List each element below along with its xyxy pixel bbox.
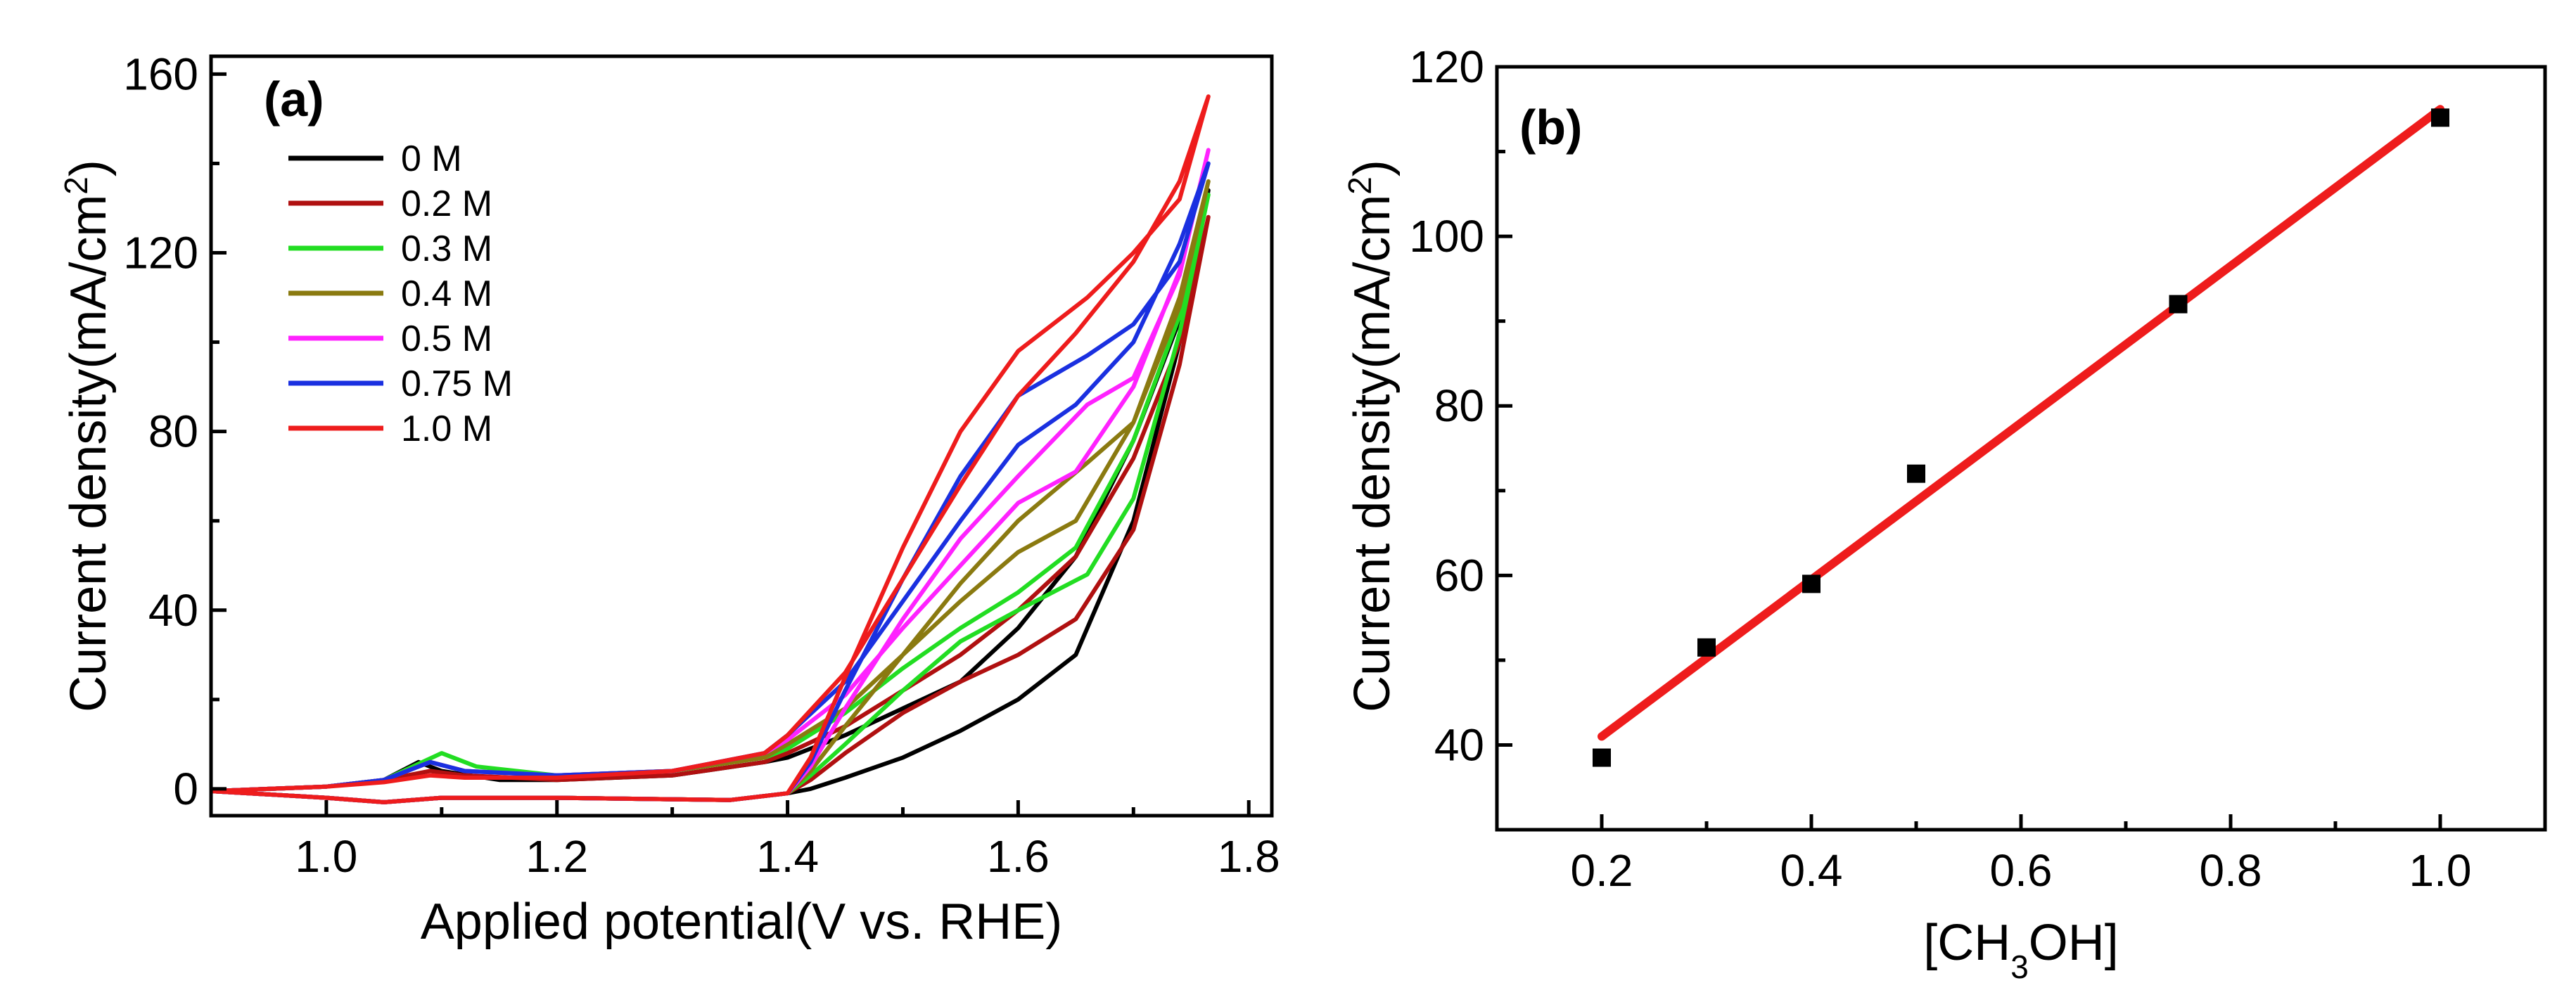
panel-a-x-tick-label: 1.8 bbox=[1218, 831, 1280, 882]
panel-a-plot-frame bbox=[209, 54, 1274, 818]
data-point bbox=[2169, 295, 2188, 314]
panel-b-y-tick-label: 80 bbox=[1434, 380, 1484, 431]
legend-label-0-4-m: 0.4 M bbox=[401, 274, 492, 314]
panel-a-ticks: 1.0 1.2 1.4 1.6 1.8 0 40 80 120 160 bbox=[123, 49, 1280, 882]
panel-a-series-group bbox=[210, 94, 1211, 804]
panel-b-x-axis-title-pre: [CH bbox=[1923, 915, 2010, 971]
panel-a-y-axis-title-sup: 2 bbox=[58, 176, 94, 195]
panel-b-y-axis-title: Current density(mA/cm2) bbox=[1341, 160, 1401, 712]
data-point bbox=[1802, 574, 1821, 593]
panel-b-y-axis-title-sup: 2 bbox=[1341, 176, 1378, 195]
panel-b-ticks: 0.2 0.4 0.6 0.8 1.0 40 60 80 100 120 bbox=[1409, 41, 2547, 896]
panel-b-y-axis-title-end: ) bbox=[1344, 160, 1401, 176]
panel-a-y-axis-title: Current density(mA/cm2) bbox=[58, 160, 117, 712]
panel-b-fit-line bbox=[1598, 105, 2444, 741]
panel-a-y-tick-label: 80 bbox=[148, 406, 198, 457]
data-point bbox=[1697, 638, 1716, 657]
panel-a-x-tick-label: 1.4 bbox=[756, 831, 819, 882]
panel-b-points bbox=[1593, 108, 2449, 767]
legend-label-1-0-m: 1.0 M bbox=[401, 409, 492, 449]
panel-b-x-tick-label: 0.8 bbox=[2200, 845, 2262, 896]
panel-a-label: (a) bbox=[264, 72, 324, 127]
panel-a-x-tick-label: 1.0 bbox=[295, 831, 357, 882]
panel-b-y-axis-title-main: Current density(mA/cm bbox=[1344, 195, 1401, 712]
series-line-1-0-m bbox=[210, 94, 1211, 804]
legend-label-0-3-m: 0.3 M bbox=[401, 229, 492, 269]
panel-a-legend: 0 M 0.2 M 0.3 M 0.4 M 0.5 M 0.75 M 1.0 M bbox=[288, 139, 513, 449]
panel-b-x-tick-label: 0.4 bbox=[1780, 845, 1843, 896]
legend-label-0-75-m: 0.75 M bbox=[401, 364, 513, 404]
panel-a-y-axis-title-main: Current density(mA/cm bbox=[60, 195, 117, 712]
panel-b-y-tick-label: 60 bbox=[1434, 550, 1484, 600]
panel-b-x-axis-title-sub: 3 bbox=[2010, 949, 2029, 983]
panel-b-y-tick-label: 120 bbox=[1409, 41, 1484, 92]
panel-b-label: (b) bbox=[1519, 100, 1582, 155]
panel-b-x-tick-label: 1.0 bbox=[2409, 845, 2472, 896]
panel-a-x-tick-label: 1.2 bbox=[525, 831, 588, 882]
legend-label-0-2-m: 0.2 M bbox=[401, 184, 492, 224]
panel-b-y-tick-label: 40 bbox=[1434, 719, 1484, 770]
data-point bbox=[2431, 108, 2449, 127]
panel-a-y-axis-title-end: ) bbox=[60, 160, 117, 176]
panel-a-y-tick-label: 120 bbox=[123, 228, 198, 278]
panel-a-y-tick-label: 0 bbox=[173, 764, 198, 814]
legend-label-0-m: 0 M bbox=[401, 139, 462, 179]
legend-label-0-5-m: 0.5 M bbox=[401, 319, 492, 359]
panel-b-y-tick-label: 100 bbox=[1409, 211, 1484, 262]
panel-b-x-axis-title-post: OH] bbox=[2029, 915, 2119, 971]
panel-b-x-axis-title: [CH3OH] bbox=[1923, 915, 2119, 983]
panel-a-x-axis-title: Applied potential(V vs. RHE) bbox=[421, 894, 1062, 950]
data-point bbox=[1907, 464, 1925, 483]
panel-a-x-tick-label: 1.6 bbox=[987, 831, 1050, 882]
panel-a-y-tick-label: 160 bbox=[123, 49, 198, 99]
panel-b-x-tick-label: 0.2 bbox=[1571, 845, 1633, 896]
data-point bbox=[1593, 748, 1611, 767]
panel-a-y-tick-label: 40 bbox=[148, 585, 198, 636]
panel-b-x-tick-label: 0.6 bbox=[1990, 845, 2053, 896]
